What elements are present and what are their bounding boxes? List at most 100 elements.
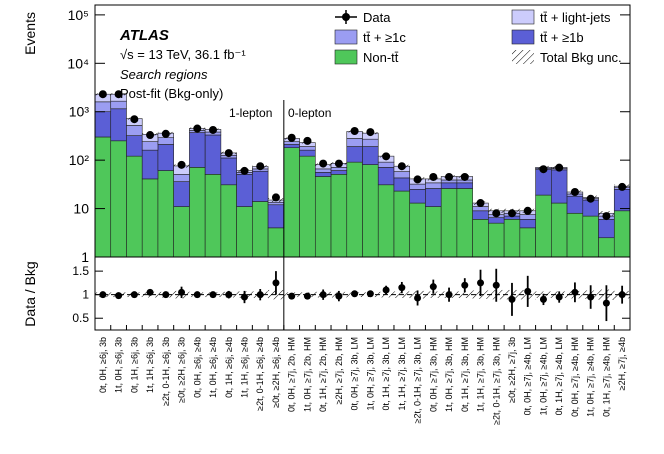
x-tick-label: ≥0t, ≥2H, ≥6j, ≥4b: [271, 337, 281, 408]
ratio-point: [162, 291, 170, 299]
bar-segment: [173, 181, 190, 207]
data-point: [586, 194, 595, 203]
data-point: [114, 90, 123, 99]
bar-segment: [94, 136, 112, 258]
legend-swatch: [511, 29, 535, 45]
bar-segment: [472, 206, 489, 212]
x-tick-label: 1t, 1H, ≥7j, 3b, LM: [397, 337, 407, 410]
data-point: [445, 172, 454, 181]
data-point: [476, 199, 485, 208]
x-tick-label: 0t, 1H, ≥7j, 3b, HM: [460, 337, 470, 412]
bar-segment: [330, 174, 348, 258]
data-point: [555, 163, 564, 172]
bar-segment: [598, 237, 615, 258]
bar-segment: [236, 206, 253, 258]
data-point: [460, 172, 469, 181]
bar-segment: [141, 149, 159, 180]
data-point: [413, 175, 422, 184]
bar-segment: [141, 141, 159, 151]
data-point: [334, 159, 343, 168]
bar-segment: [440, 188, 458, 258]
bar-segment: [425, 182, 442, 189]
bar-segment: [377, 184, 395, 258]
bar-segment: [519, 214, 536, 220]
bar-segment: [157, 144, 174, 171]
x-tick-label: 0t, 1H, ≥7j, ≥4b, HM: [601, 337, 611, 417]
bar-segment: [330, 170, 348, 175]
bar-segment: [346, 146, 363, 163]
bar-segment: [472, 219, 489, 258]
y-axis-label: Events: [22, 12, 38, 55]
ratio-point: [319, 291, 327, 299]
x-tick-label: 0t, 0H, ≥6j, ≥4b: [192, 337, 202, 398]
data-point: [350, 127, 359, 135]
energy: √s = 13 TeV, 36.1 fb⁻¹: [120, 47, 246, 62]
x-tick-label: 0t, 1H, ≥7j, ≥4b, LM: [554, 337, 564, 415]
bar-segment: [173, 174, 190, 182]
data-point: [429, 172, 438, 181]
data-point: [539, 165, 548, 174]
bar-segment: [456, 188, 473, 258]
legend-swatch: [512, 50, 534, 64]
data-point: [366, 128, 375, 137]
bar-segment: [157, 170, 174, 258]
bar-segment: [110, 140, 127, 258]
bar-segment: [393, 177, 411, 192]
bar-segment: [362, 146, 379, 165]
ratio-point: [587, 293, 595, 301]
x-tick-label: 0t, 1H, ≥7j, 3b, LM: [381, 337, 391, 410]
ratio-point: [288, 292, 296, 300]
ratio-point: [508, 295, 516, 303]
bar-segment: [157, 137, 174, 145]
selection: Search regions: [120, 67, 208, 82]
region-label: 0-lepton: [288, 106, 331, 120]
bar-segment: [173, 206, 190, 258]
ratio-point: [524, 287, 532, 295]
bar-segment: [252, 170, 269, 202]
bar-segment: [236, 174, 253, 207]
x-tick-label: 0t, 1H, ≥7j, 2b, HM: [318, 337, 328, 412]
x-tick-label: ≥0t, ≥2H, ≥6j, 3b: [177, 337, 187, 403]
x-tick-label: 0t, 0H, ≥6j, 3b: [98, 337, 108, 393]
bar-segment: [519, 227, 536, 258]
ratio-point: [303, 292, 311, 300]
bar-segment: [252, 201, 269, 258]
x-tick-label: ≥2H, ≥7j, ≥4b: [617, 337, 627, 390]
y-tick-label: 10³: [69, 104, 90, 120]
bar-segment: [267, 204, 285, 229]
bar-segment: [409, 183, 426, 190]
bar-segment: [393, 171, 411, 179]
bar-segment: [110, 100, 127, 110]
x-tick-label: ≥2H, ≥7j, 2b, HM: [334, 337, 344, 404]
ratio-point: [492, 281, 500, 289]
data-point: [287, 133, 296, 142]
bar-segment: [551, 202, 568, 258]
data-point: [507, 209, 516, 218]
x-tick-label: 0t, 0H, ≥7j, 3b, LM: [350, 337, 360, 410]
ratio-point: [539, 295, 547, 303]
bar-segment: [126, 135, 143, 157]
bar-segment: [425, 188, 442, 207]
bar-segment: [535, 169, 552, 196]
y-tick-label: 10⁴: [67, 55, 89, 71]
ratio-point: [429, 283, 437, 291]
bar-segment: [377, 167, 395, 186]
legend-label: tt̄ + ≥1b: [540, 30, 584, 45]
x-tick-label: 1t, 0H, ≥7j, 3b, LM: [365, 337, 375, 410]
ratio-point: [193, 291, 201, 299]
ratio-point: [130, 291, 138, 299]
data-point: [602, 212, 611, 221]
bar-segment: [551, 169, 568, 204]
bar-segment: [598, 219, 615, 239]
data-point: [209, 125, 218, 134]
region-label: 1-lepton: [229, 106, 272, 120]
bar-segment: [535, 194, 552, 258]
bar-segment: [456, 182, 473, 189]
bar-segment: [299, 149, 316, 157]
x-tick-label: ≥2t, 0-1H, ≥6j, 3b: [161, 337, 171, 406]
x-tick-label: ≥2t, 0-1H, ≥7j, 3b, LM: [413, 337, 423, 423]
ratio-point: [146, 288, 154, 296]
ratio-point: [571, 288, 579, 296]
data-point: [523, 206, 532, 215]
ratio-point: [618, 291, 626, 299]
